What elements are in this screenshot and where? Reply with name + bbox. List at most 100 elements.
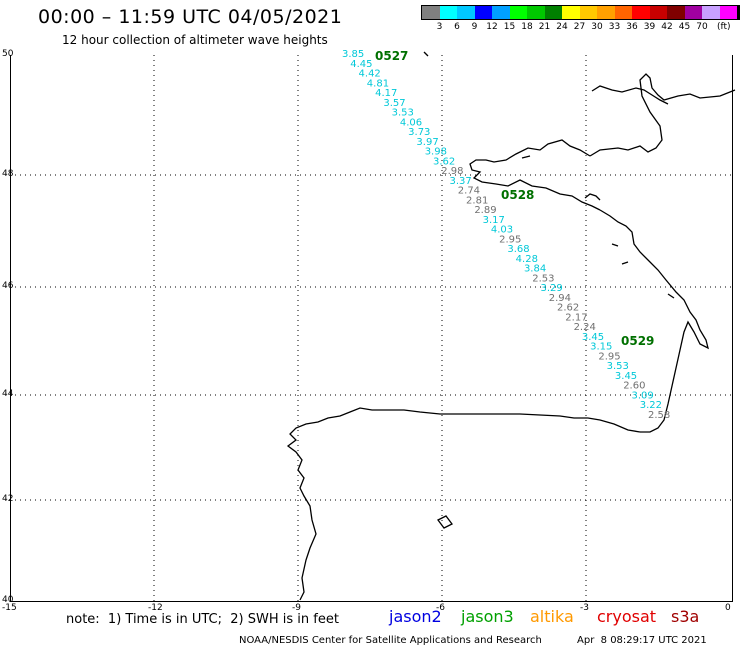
coast-island [667,293,675,299]
lon-label: -15 [2,603,17,613]
pass-time-label: 0527 [375,49,408,63]
swh-value: 4.28 [516,254,538,265]
color-scale-labels: 3 6 9 12 15 18 21 24 27 30 33 36 39 42 45 70 [421,22,731,34]
scale-tick-label: 18 [521,22,533,32]
coast-island [423,51,429,57]
swh-value: 4.17 [375,88,397,99]
lon-label: -6 [436,603,445,613]
swh-value: 2.74 [458,186,480,197]
coast-lake [437,515,453,529]
swh-value: 4.81 [367,78,389,89]
scale-swatch [474,6,492,19]
scale-swatch [509,6,527,19]
satellite-jason2: jason2 [389,607,442,626]
swh-value: 3.68 [507,244,529,255]
scale-unit: (ft) [717,22,731,32]
scale-tick-label: 45 [678,22,691,32]
swh-value: 3.98 [425,147,447,158]
swh-value: 3.37 [450,176,472,187]
swh-value: 3.29 [540,283,562,294]
lon-label: 0 [725,603,731,613]
satellite-cryosat: cryosat [597,607,657,626]
scale-tick-label: 39 [643,22,656,32]
scale-swatch [597,6,615,19]
swh-value: 3.22 [640,400,662,411]
scale-swatch [457,6,475,19]
swh-value: 3.17 [483,215,505,226]
swh-value: 2.95 [499,234,521,245]
coastline [286,51,736,601]
lat-label: 42 [2,494,14,504]
scale-swatch [702,6,720,19]
scale-swatch [632,6,650,19]
scale-swatch [439,6,457,19]
lat-label: 40 [2,595,14,605]
coast-brittany [469,139,601,211]
scale-tick-label: 70 [696,22,708,32]
swh-value: 3.45 [615,371,637,382]
pass-time-label: 0528 [501,188,534,202]
scale-swatch [579,6,597,19]
satellite-jason3: jason3 [461,607,514,626]
scale-tick-label: 21 [538,22,551,32]
swh-value: 2.17 [565,312,587,323]
satellite-s3a: s3a [671,607,700,626]
lat-label: 50 [2,49,14,59]
swh-value: 3.15 [590,342,612,353]
scale-swatch [719,6,737,19]
coast-normandy [589,73,736,157]
coast-france-west [599,209,709,433]
coast-uk [591,85,669,105]
coast-island [584,193,601,201]
coast-island [521,155,531,159]
coast-iberia [286,407,641,601]
swh-value: 3.73 [408,127,430,138]
swh-value: 3.09 [631,390,653,401]
swh-value: 4.06 [400,117,422,128]
lat-label: 46 [2,281,14,291]
scale-swatch [614,6,632,19]
scale-tick-label: 6 [454,22,460,32]
swh-value: 3.53 [607,361,629,372]
page-subtitle: 12 hour collection of altimeter wave hei… [62,33,328,47]
swh-value: 2.98 [441,166,463,177]
scale-tick-label: 27 [573,22,586,32]
note-text: note: 1) Time is in UTC; 2) SWH is in fe… [66,612,339,627]
scale-swatch [492,6,510,19]
swh-value: 4.45 [350,59,372,70]
swh-value: 4.42 [359,69,381,80]
swh-value: 3.62 [433,156,455,167]
swh-value: 2.94 [549,293,571,304]
swh-value: 2.58 [648,410,670,421]
scale-tick-label: 9 [471,22,478,32]
scale-tick-label: 42 [661,22,673,32]
coast-island [621,261,629,265]
coast-island [611,243,619,247]
lon-label: -12 [148,603,163,613]
swh-value: 4.03 [491,225,513,236]
swh-value: 2.53 [532,273,554,284]
graticule [10,55,731,601]
scale-swatch [544,6,562,19]
scale-tick-label: 36 [626,22,638,32]
lat-label: 48 [2,169,14,179]
swh-value: 3.84 [524,264,546,275]
scale-swatch [527,6,545,19]
swh-value: 3.53 [392,108,414,119]
swh-value: 3.85 [342,49,364,60]
swh-value: 3.45 [582,332,604,343]
swh-value: 2.81 [466,195,488,206]
lat-label: 44 [2,389,14,399]
credit-timestamp: Apr 8 08:29:17 UTC 2021 [577,635,707,646]
scale-tick-label: 12 [486,22,498,32]
page-title: 00:00 – 11:59 UTC 04/05/2021 [38,6,343,28]
scale-tick-label: 30 [591,22,603,32]
satellite-altika: altika [530,607,574,626]
altimeter-track: 3.854.454.424.814.173.573.534.063.733.97… [342,49,670,421]
swh-value: 2.62 [557,303,579,314]
swh-value: 3.57 [383,98,405,109]
scale-swatch [737,6,740,19]
swh-value: 3.97 [416,137,438,148]
scale-tick-label: 15 [503,22,516,32]
